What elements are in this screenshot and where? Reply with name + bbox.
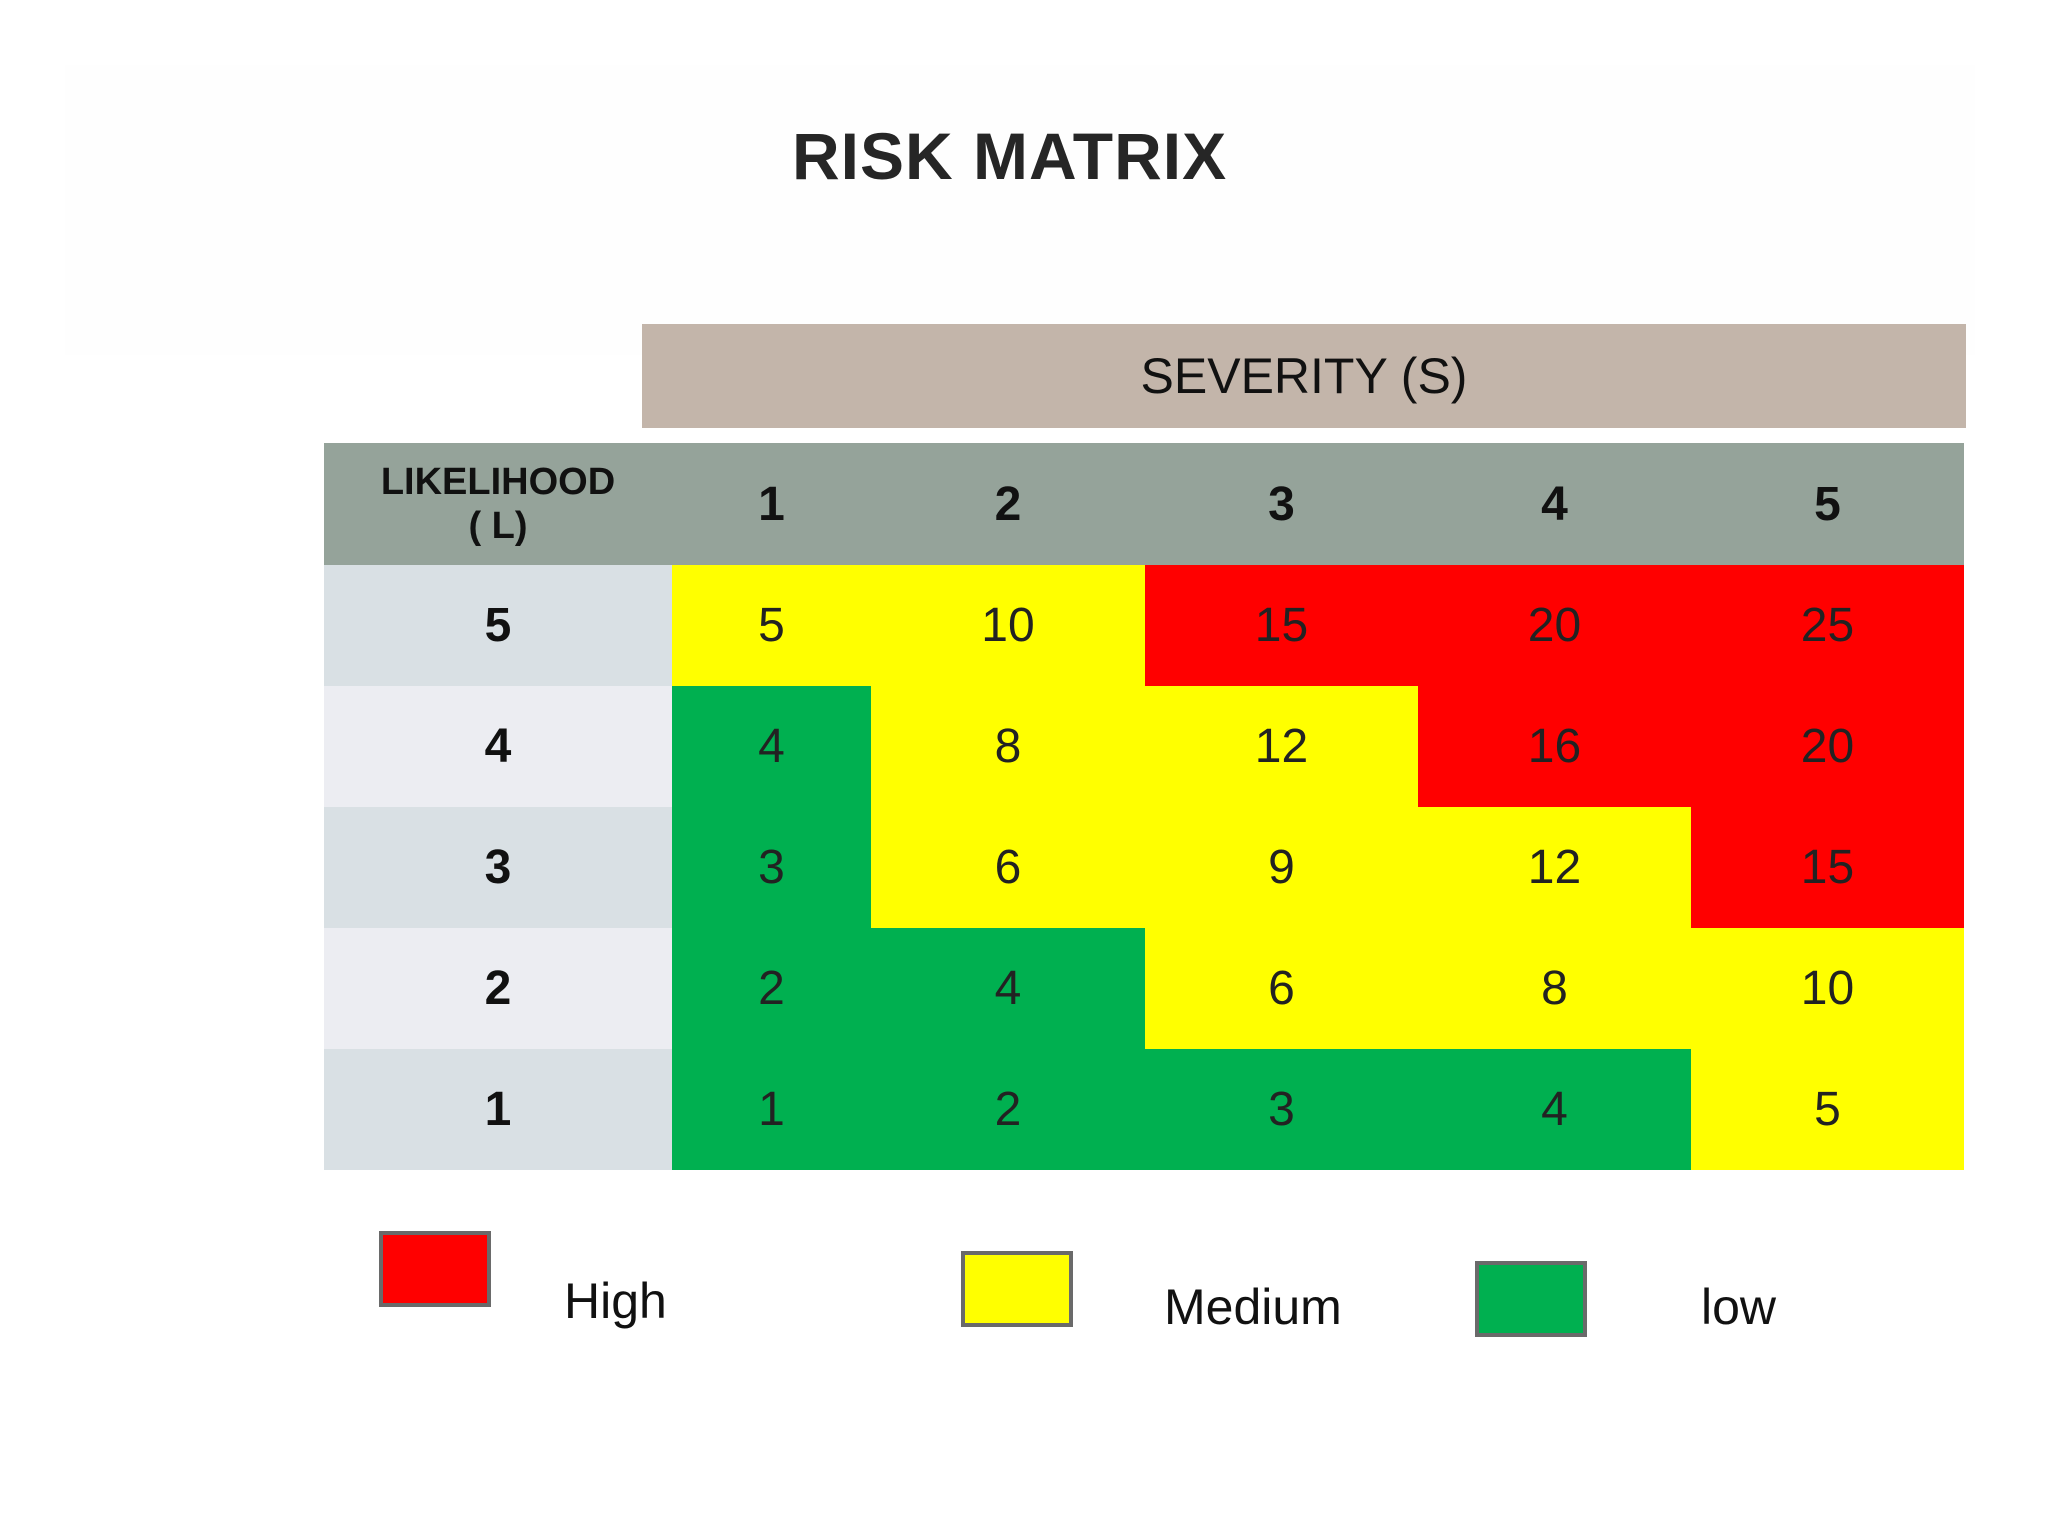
likelihood-label-line2: ( L) [468,505,528,547]
legend-low-swatch [1475,1261,1587,1337]
legend-high-label: High [564,1273,667,1329]
risk-cell: 5 [1691,1049,1964,1170]
likelihood-row-label: 3 [324,807,672,928]
legend-medium-swatch [961,1251,1073,1327]
likelihood-row-label: 5 [324,565,672,686]
likelihood-row-label: 4 [324,686,672,807]
likelihood-row-label: 2 [324,928,672,1049]
risk-cell: 10 [1691,928,1964,1049]
risk-cell: 1 [672,1049,871,1170]
legend-low-label: low [1701,1279,1777,1335]
risk-cell: 25 [1691,565,1964,686]
risk-cell: 6 [871,807,1145,928]
risk-cell: 20 [1691,686,1964,807]
risk-cell: 12 [1145,686,1418,807]
risk-cell: 6 [1145,928,1418,1049]
severity-header-2: 2 [871,443,1145,565]
risk-cell: 15 [1145,565,1418,686]
risk-cell: 5 [672,565,871,686]
title-panel [65,65,1975,355]
risk-cell: 4 [871,928,1145,1049]
likelihood-label-line1: LIKELIHOOD [380,461,616,503]
likelihood-axis-label: LIKELIHOOD ( L) [324,443,672,565]
risk-cell: 8 [871,686,1145,807]
risk-cell: 9 [1145,807,1418,928]
risk-cell: 20 [1418,565,1691,686]
legend-high-swatch [379,1231,491,1307]
risk-cell: 2 [871,1049,1145,1170]
severity-header-5: 5 [1691,443,1964,565]
severity-header-4: 4 [1418,443,1691,565]
risk-cell: 16 [1418,686,1691,807]
severity-header-1: 1 [672,443,871,565]
likelihood-row-label: 1 [324,1049,672,1170]
legend-medium-label: Medium [1164,1279,1342,1335]
risk-cell: 2 [672,928,871,1049]
risk-cell: 10 [871,565,1145,686]
risk-cell: 3 [1145,1049,1418,1170]
severity-axis-label: SEVERITY (S) [642,324,1966,428]
risk-cell: 8 [1418,928,1691,1049]
risk-cell: 12 [1418,807,1691,928]
severity-header-3: 3 [1145,443,1418,565]
risk-cell: 3 [672,807,871,928]
risk-cell: 4 [1418,1049,1691,1170]
risk-cell: 4 [672,686,871,807]
risk-cell: 15 [1691,807,1964,928]
risk-matrix: LIKELIHOOD ( L) 1 2 3 4 5 5 5 10 15 20 2… [324,443,1964,1170]
